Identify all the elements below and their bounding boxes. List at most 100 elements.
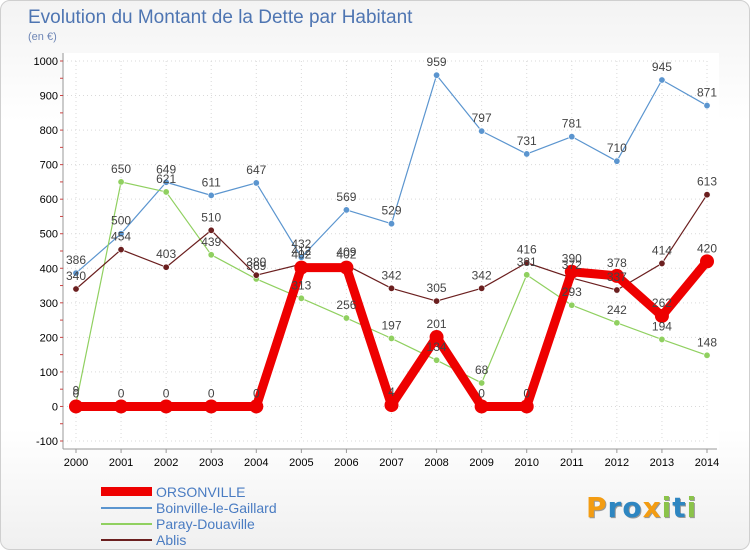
x-tick-label: 2010 [514, 457, 538, 469]
x-tick-label: 2011 [560, 457, 584, 469]
x-tick-label: 2001 [109, 457, 133, 469]
data-label: 439 [201, 235, 221, 249]
data-point [69, 399, 83, 414]
data-label: 0 [73, 386, 80, 400]
data-label: 381 [517, 255, 537, 269]
proxiti-logo: Proxiti [586, 491, 697, 524]
data-label: 797 [472, 111, 492, 125]
logo-letter: r [607, 491, 623, 524]
legend-swatch [101, 539, 152, 541]
data-label: 647 [246, 163, 266, 177]
data-label: 342 [472, 268, 492, 282]
y-tick-label: 400 [40, 263, 58, 275]
legend-label: ORSONVILLE [156, 484, 246, 500]
data-point [204, 399, 219, 414]
data-label: 4 [388, 385, 395, 399]
data-label: 0 [208, 386, 215, 400]
data-label: 201 [427, 317, 447, 331]
data-point [387, 220, 395, 228]
x-tick-label: 2004 [244, 457, 268, 469]
data-point [117, 246, 125, 254]
data-label: 731 [517, 134, 537, 148]
unit-label: (en €) [28, 31, 57, 43]
data-point [433, 71, 441, 79]
data-label: 378 [607, 256, 627, 270]
data-point [519, 399, 534, 414]
data-point [72, 285, 80, 293]
data-label: 293 [562, 285, 582, 299]
data-point [433, 297, 441, 305]
data-label: 710 [607, 141, 627, 155]
data-label: 402 [291, 248, 311, 262]
data-point [342, 314, 350, 322]
data-point [658, 76, 666, 84]
data-point [568, 301, 576, 309]
y-tick-label: 600 [40, 194, 58, 206]
data-label: 649 [156, 162, 176, 176]
data-point [433, 356, 441, 364]
data-label: 386 [66, 253, 86, 267]
data-point [613, 157, 621, 165]
data-point [207, 191, 215, 199]
data-point [703, 102, 711, 110]
logo-letter: o [622, 491, 643, 524]
data-point [252, 179, 260, 187]
data-label: 68 [475, 363, 489, 377]
data-label: 402 [336, 248, 356, 262]
chart-title: Evolution du Montant de la Dette par Hab… [28, 7, 413, 28]
data-point [523, 259, 531, 267]
data-label: 871 [697, 86, 717, 100]
data-point [207, 251, 215, 259]
data-label: 621 [156, 172, 176, 186]
x-tick-label: 2002 [154, 457, 178, 469]
data-label: 650 [111, 162, 131, 176]
data-label: 369 [246, 259, 266, 273]
y-tick-label: 0 [52, 401, 58, 413]
data-label: 197 [381, 318, 401, 332]
data-label: 0 [253, 386, 260, 400]
data-label: 148 [697, 335, 717, 349]
data-point [159, 399, 174, 414]
data-label: 432 [291, 237, 311, 251]
logo-letter: i [686, 491, 698, 524]
data-point [294, 260, 309, 275]
data-label: 959 [427, 55, 447, 69]
data-point [568, 133, 576, 141]
data-label: 510 [201, 210, 221, 224]
data-label: 611 [202, 175, 221, 189]
x-tick-label: 2000 [64, 457, 88, 469]
legend-label: Ablis [156, 532, 187, 548]
data-point [478, 127, 486, 135]
logo-letter: t [672, 491, 687, 524]
data-point [207, 226, 215, 234]
data-point [72, 269, 80, 277]
data-label: 0 [163, 386, 170, 400]
logo-letter: x [642, 491, 662, 524]
data-label: 9 [73, 383, 80, 397]
y-tick-label: -100 [36, 436, 58, 448]
data-label: 781 [562, 117, 582, 131]
data-point [387, 284, 395, 292]
data-point [474, 399, 489, 414]
data-label: 529 [381, 204, 401, 218]
logo-letter: i [661, 491, 673, 524]
data-point [249, 399, 264, 414]
data-label: 256 [336, 298, 356, 312]
data-label: 194 [652, 319, 672, 333]
data-label: 420 [697, 241, 717, 255]
data-point [387, 334, 395, 342]
x-tick-label: 2006 [334, 457, 358, 469]
data-label: 945 [652, 60, 672, 74]
data-point [613, 286, 621, 294]
data-point [429, 330, 444, 345]
data-point [339, 260, 354, 275]
data-point [162, 188, 170, 196]
data-label: 454 [111, 230, 131, 244]
data-label: 0 [523, 386, 530, 400]
data-point [658, 335, 666, 343]
data-label: 380 [246, 255, 266, 269]
data-point [609, 268, 624, 283]
y-tick-label: 1000 [34, 56, 58, 68]
